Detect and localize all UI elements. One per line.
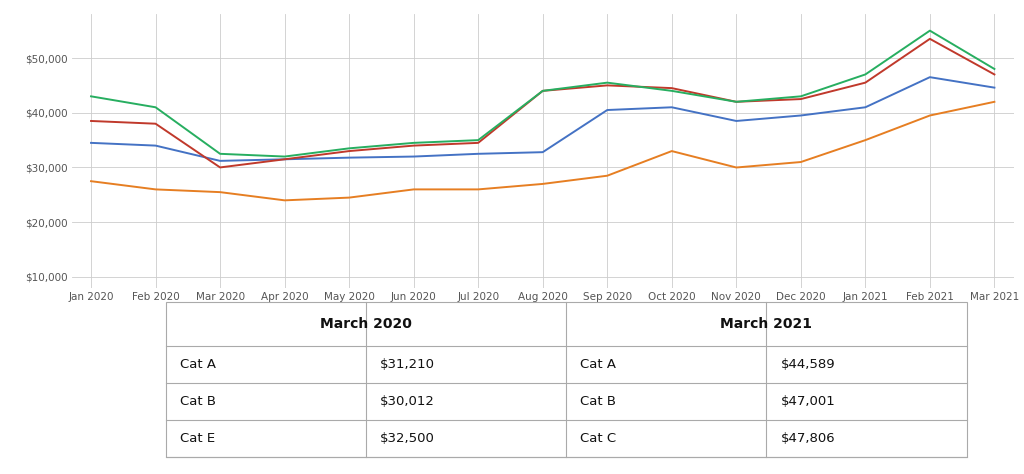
Cat A (Cars up to 1600cc and 97kW): [601, 107, 613, 113]
Text: $44,589: $44,589: [780, 358, 836, 371]
Cat C (Goods vehicles and buses): [214, 189, 226, 195]
Cat B (Cars above 1600cc or 97kW): [730, 99, 742, 105]
Cat E (Open): [537, 88, 549, 94]
Cat C (Goods vehicles and buses): [408, 187, 420, 192]
Cat A (Cars up to 1600cc and 97kW): [408, 154, 420, 159]
Text: Cat A: Cat A: [180, 358, 216, 371]
Cat A (Cars up to 1600cc and 97kW): [472, 151, 484, 156]
Cat E (Open): [472, 137, 484, 143]
Text: $31,210: $31,210: [380, 358, 435, 371]
Cat C (Goods vehicles and buses): [537, 181, 549, 187]
Cat C (Goods vehicles and buses): [988, 99, 1000, 105]
Cat E (Open): [85, 93, 97, 99]
Cat C (Goods vehicles and buses): [601, 173, 613, 179]
Cat C (Goods vehicles and buses): [343, 195, 355, 201]
Cat B (Cars above 1600cc or 97kW): [859, 80, 871, 85]
Cat A (Cars up to 1600cc and 97kW): [85, 140, 97, 146]
Cat B (Cars above 1600cc or 97kW): [601, 82, 613, 88]
Cat E (Open): [730, 99, 742, 105]
Text: $32,500: $32,500: [380, 432, 435, 445]
Cat A (Cars up to 1600cc and 97kW): [666, 104, 678, 110]
Cat B (Cars above 1600cc or 97kW): [214, 164, 226, 170]
Cat B (Cars above 1600cc or 97kW): [924, 36, 936, 42]
Cat C (Goods vehicles and buses): [795, 159, 807, 165]
Cat B (Cars above 1600cc or 97kW): [988, 72, 1000, 77]
Cat E (Open): [150, 104, 162, 110]
Text: Cat C: Cat C: [581, 432, 616, 445]
Text: Cat B: Cat B: [180, 395, 216, 408]
Cat C (Goods vehicles and buses): [150, 187, 162, 192]
Cat A (Cars up to 1600cc and 97kW): [924, 74, 936, 80]
Cat B (Cars above 1600cc or 97kW): [343, 148, 355, 154]
Cat A (Cars up to 1600cc and 97kW): [988, 85, 1000, 91]
Cat E (Open): [666, 88, 678, 94]
Cat A (Cars up to 1600cc and 97kW): [859, 104, 871, 110]
Text: Cat B: Cat B: [581, 395, 616, 408]
Cat B (Cars above 1600cc or 97kW): [279, 156, 291, 162]
Cat A (Cars up to 1600cc and 97kW): [150, 143, 162, 148]
Cat E (Open): [924, 28, 936, 34]
Cat A (Cars up to 1600cc and 97kW): [343, 155, 355, 161]
Text: $47,001: $47,001: [780, 395, 836, 408]
Cat E (Open): [408, 140, 420, 146]
Line: Cat B (Cars above 1600cc or 97kW): Cat B (Cars above 1600cc or 97kW): [91, 39, 994, 167]
Cat C (Goods vehicles and buses): [859, 137, 871, 143]
Cat E (Open): [988, 66, 1000, 72]
Cat E (Open): [214, 151, 226, 156]
Cat B (Cars above 1600cc or 97kW): [795, 96, 807, 102]
Cat E (Open): [859, 72, 871, 77]
Text: $30,012: $30,012: [380, 395, 435, 408]
Cat C (Goods vehicles and buses): [279, 198, 291, 203]
Cat C (Goods vehicles and buses): [730, 164, 742, 170]
Cat C (Goods vehicles and buses): [85, 178, 97, 184]
Text: Cat E: Cat E: [180, 432, 215, 445]
Cat C (Goods vehicles and buses): [924, 113, 936, 118]
Cat B (Cars above 1600cc or 97kW): [150, 121, 162, 127]
Cat E (Open): [343, 146, 355, 151]
Cat E (Open): [795, 93, 807, 99]
Cat B (Cars above 1600cc or 97kW): [537, 88, 549, 94]
Text: $47,806: $47,806: [780, 432, 836, 445]
Text: Cat A: Cat A: [581, 358, 616, 371]
Cat A (Cars up to 1600cc and 97kW): [279, 156, 291, 162]
Text: March 2021: March 2021: [721, 317, 812, 331]
Line: Cat C (Goods vehicles and buses): Cat C (Goods vehicles and buses): [91, 102, 994, 201]
Cat E (Open): [601, 80, 613, 85]
Cat A (Cars up to 1600cc and 97kW): [537, 149, 549, 155]
Cat B (Cars above 1600cc or 97kW): [472, 140, 484, 146]
Cat B (Cars above 1600cc or 97kW): [408, 143, 420, 148]
Cat E (Open): [279, 154, 291, 159]
Cat C (Goods vehicles and buses): [666, 148, 678, 154]
Cat B (Cars above 1600cc or 97kW): [85, 118, 97, 124]
Line: Cat E (Open): Cat E (Open): [91, 31, 994, 156]
Cat A (Cars up to 1600cc and 97kW): [795, 113, 807, 118]
Cat C (Goods vehicles and buses): [472, 187, 484, 192]
Cat A (Cars up to 1600cc and 97kW): [730, 118, 742, 124]
Cat B (Cars above 1600cc or 97kW): [666, 85, 678, 91]
Text: March 2020: March 2020: [321, 317, 412, 331]
Line: Cat A (Cars up to 1600cc and 97kW): Cat A (Cars up to 1600cc and 97kW): [91, 77, 994, 161]
Cat A (Cars up to 1600cc and 97kW): [214, 158, 226, 164]
